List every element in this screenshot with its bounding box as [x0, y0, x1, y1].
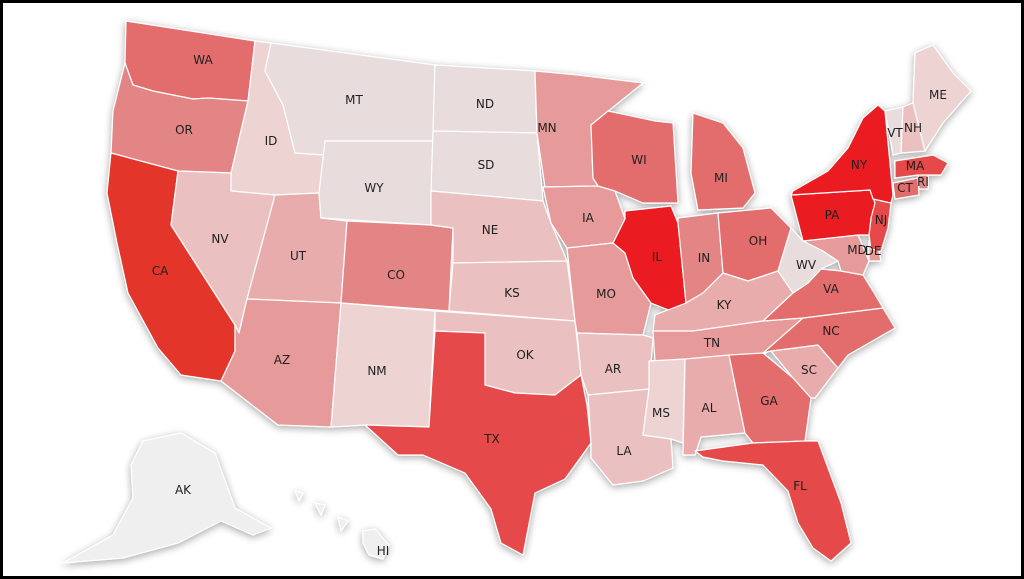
state-label-tn: TN: [703, 336, 720, 350]
state-label-ok: OK: [516, 348, 534, 362]
state-label-ga: GA: [760, 394, 778, 408]
state-label-mo: MO: [596, 287, 616, 301]
state-label-ca: CA: [152, 264, 169, 278]
state-label-vt: VT: [887, 126, 903, 140]
state-label-nh: NH: [904, 121, 922, 135]
state-label-va: VA: [823, 282, 839, 296]
state-wy[interactable]: [318, 140, 434, 226]
state-label-ri: RI: [917, 175, 929, 189]
state-label-ia: IA: [582, 211, 595, 225]
state-label-mi: MI: [714, 171, 728, 185]
state-mi[interactable]: [690, 112, 756, 211]
state-ak[interactable]: [62, 432, 272, 564]
state-label-de: DE: [865, 244, 882, 258]
state-label-ut: UT: [290, 249, 307, 263]
state-label-wy: WY: [364, 181, 384, 195]
state-label-in: IN: [698, 251, 711, 265]
state-fl[interactable]: [694, 440, 852, 562]
state-label-ma: MA: [906, 159, 925, 173]
state-label-nj: NJ: [875, 213, 888, 227]
state-label-nd: ND: [476, 97, 494, 111]
state-label-nv: NV: [211, 232, 229, 246]
state-label-wa: WA: [193, 53, 213, 67]
state-ms[interactable]: [642, 358, 686, 444]
state-label-pa: PA: [825, 208, 840, 222]
state-wi[interactable]: [590, 110, 679, 204]
state-hi[interactable]: [294, 490, 390, 560]
map-canvas: WA OR CA ID NV UT AZ MT WY CO NM ND SD NE KS OK TX MN IA MO…: [62, 20, 972, 564]
state-label-me: ME: [929, 88, 947, 102]
state-label-la: LA: [616, 444, 632, 458]
state-label-mn: MN: [537, 121, 556, 135]
state-label-sd: SD: [478, 158, 495, 172]
state-label-az: AZ: [274, 353, 290, 367]
state-label-ny: NY: [851, 158, 868, 172]
state-label-or: OR: [175, 123, 193, 137]
state-label-nc: NC: [822, 324, 839, 338]
state-md[interactable]: [802, 234, 870, 276]
state-me[interactable]: [912, 44, 972, 152]
state-co[interactable]: [340, 220, 454, 312]
state-label-nm: NM: [367, 364, 386, 378]
state-label-co: CO: [387, 268, 405, 282]
state-label-md: MD: [847, 243, 867, 257]
state-label-ms: MS: [652, 406, 670, 420]
labels-layer: WA OR CA ID NV UT AZ MT WY CO NM ND SD NE KS OK TX MN IA MO…: [152, 53, 947, 558]
state-label-ks: KS: [504, 286, 520, 300]
state-label-ak: AK: [175, 483, 192, 497]
state-label-al: AL: [702, 401, 717, 415]
state-label-ky: KY: [717, 298, 732, 312]
state-ga[interactable]: [728, 352, 812, 444]
state-ny[interactable]: [790, 104, 894, 204]
state-label-tx: TX: [483, 432, 500, 446]
state-il[interactable]: [612, 205, 687, 312]
state-label-hi: HI: [377, 544, 390, 558]
state-label-oh: OH: [749, 234, 767, 248]
state-label-ar: AR: [605, 362, 622, 376]
state-label-wv: WV: [796, 258, 817, 272]
state-label-sc: SC: [801, 363, 817, 377]
state-tx[interactable]: [364, 330, 592, 556]
state-ma[interactable]: [894, 154, 949, 179]
state-label-ne: NE: [482, 223, 499, 237]
states-layer: [62, 20, 972, 564]
state-label-il: IL: [652, 250, 663, 264]
state-label-mt: MT: [345, 93, 363, 107]
state-label-ct: CT: [897, 181, 913, 195]
state-label-id: ID: [265, 134, 278, 148]
state-label-fl: FL: [793, 479, 807, 493]
state-ct[interactable]: [892, 177, 920, 200]
state-label-wi: WI: [631, 153, 646, 167]
